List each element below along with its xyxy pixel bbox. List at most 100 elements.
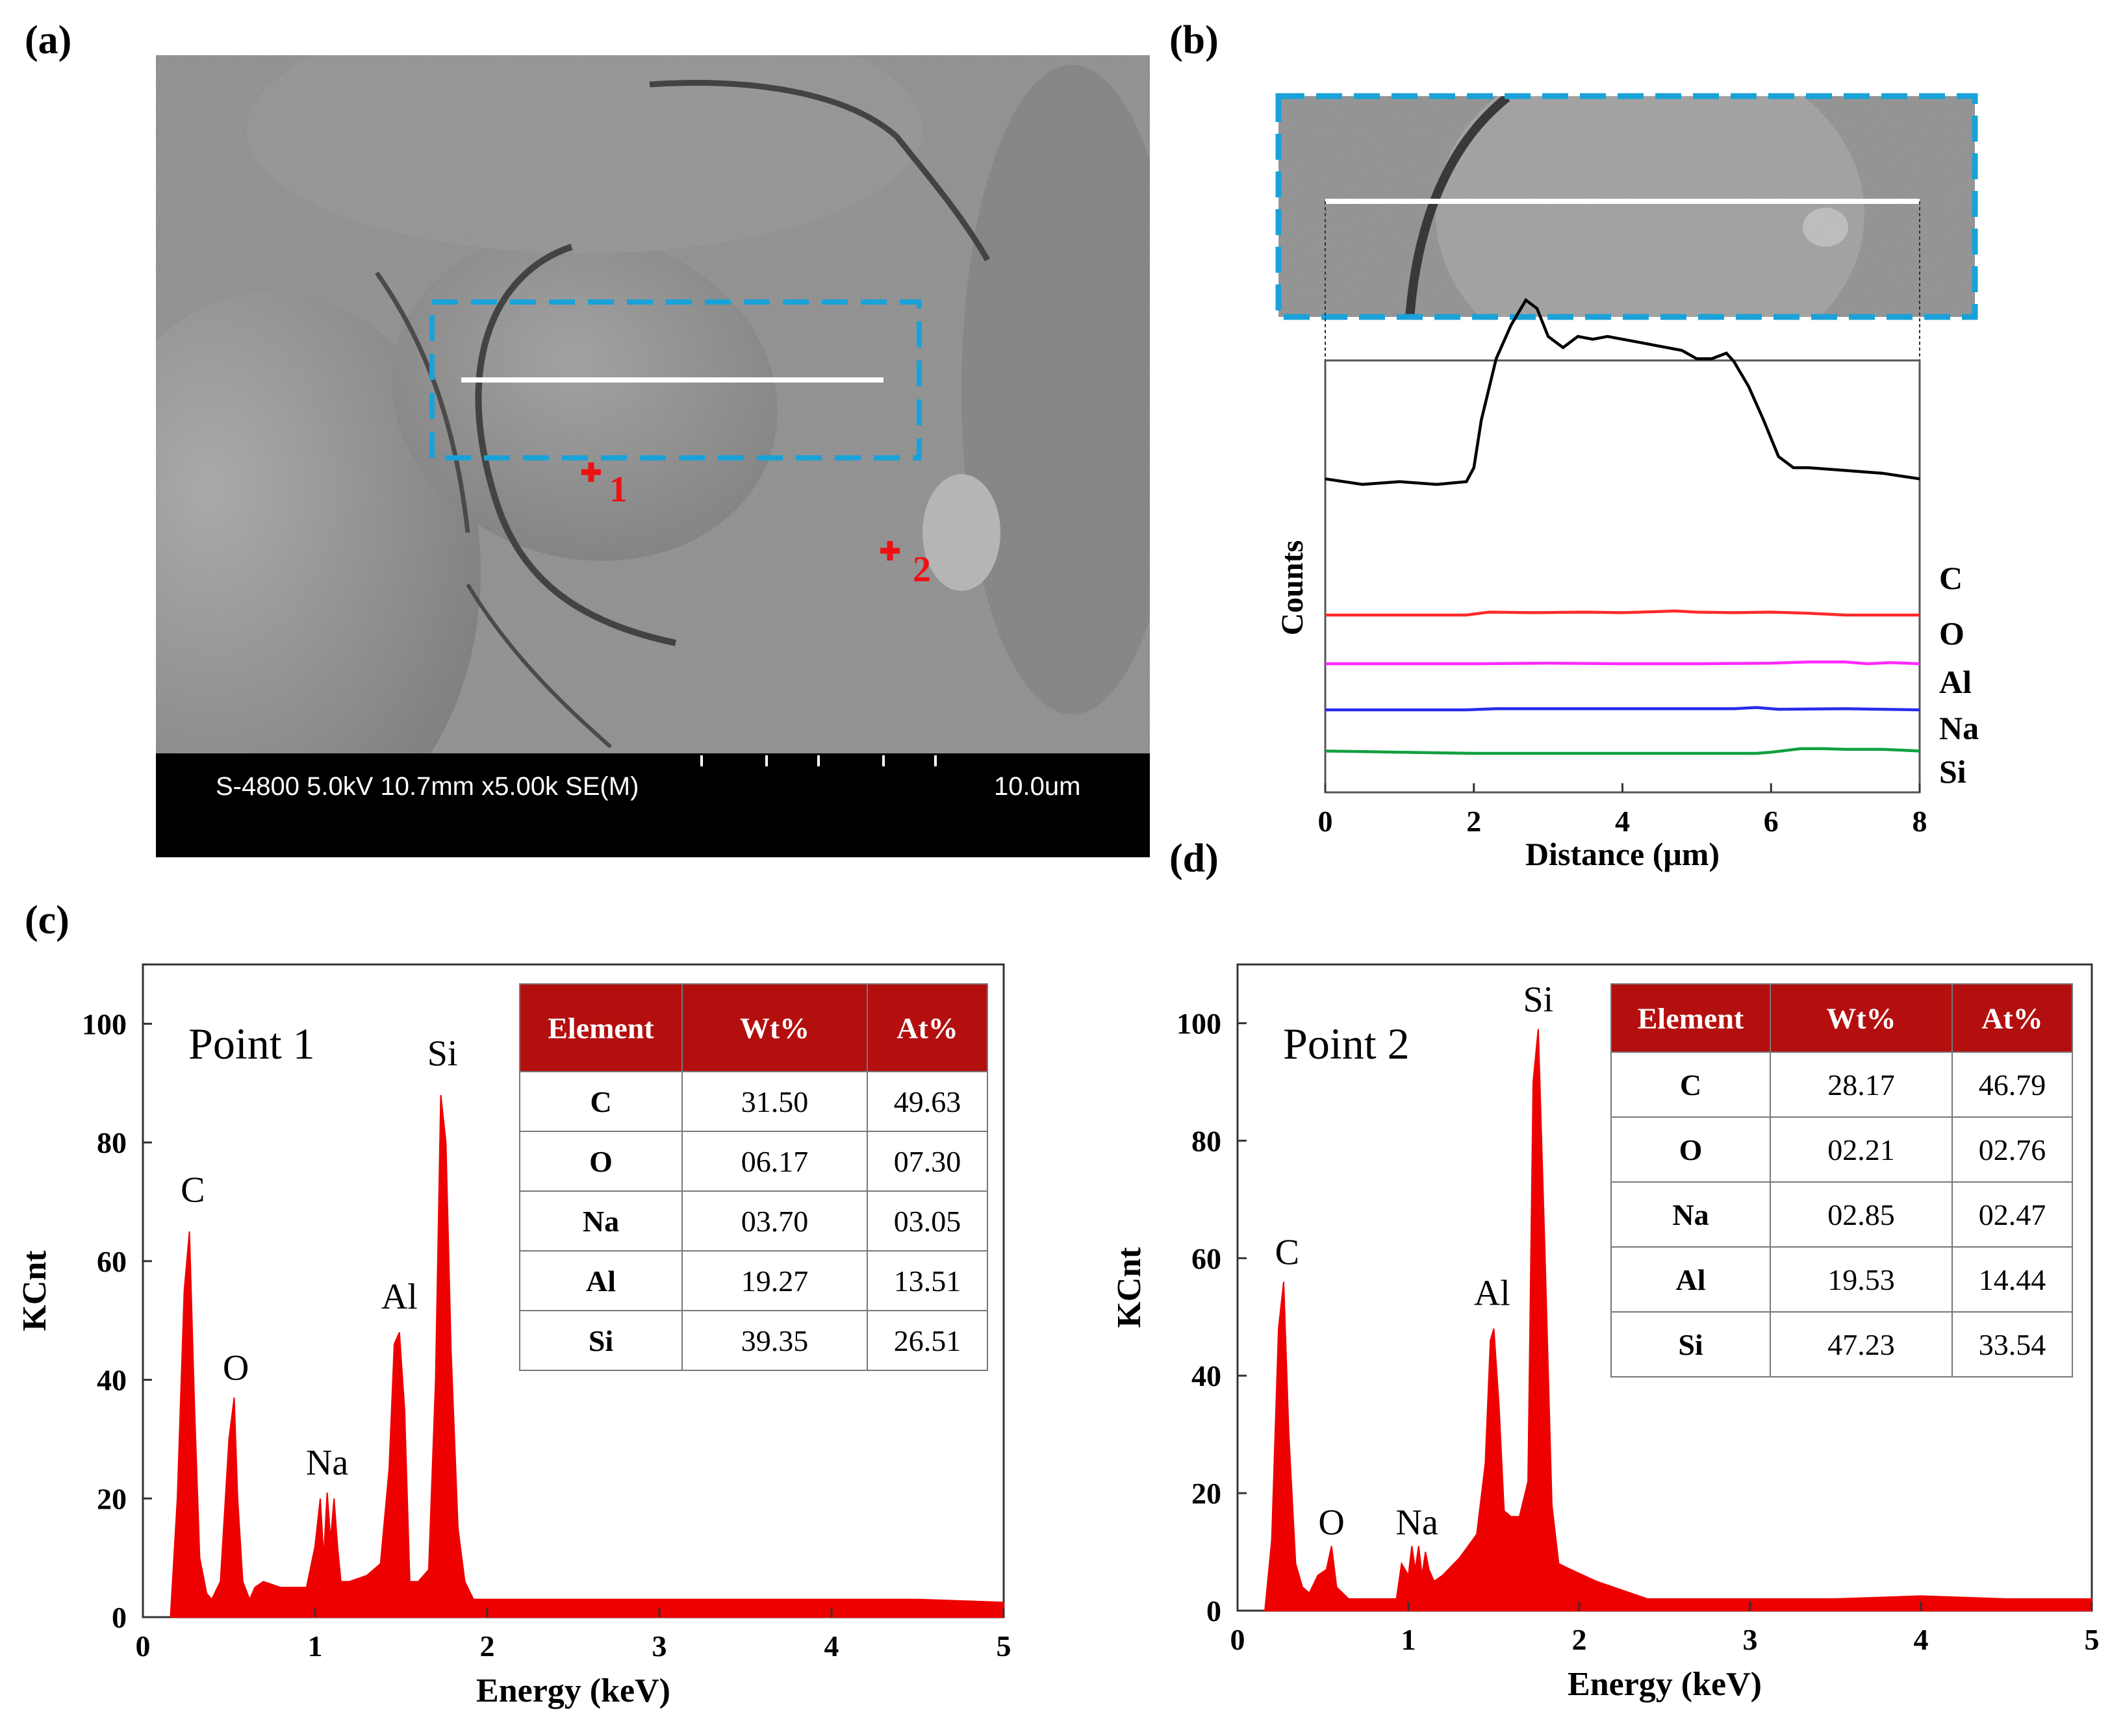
y-axis-label: KCnt: [1111, 1247, 1148, 1328]
sem-scale-label: 10.0um: [994, 772, 1080, 801]
spectrum-area: [1264, 1029, 2092, 1611]
series-label-Si: Si: [1939, 753, 1966, 790]
x-tick-label: 4: [1914, 1623, 1929, 1656]
series-line-Si: [1325, 747, 1920, 755]
table-cell: Si: [589, 1324, 614, 1357]
x-tick-label: 5: [2085, 1623, 2100, 1656]
table-cell: 33.54: [1979, 1328, 2046, 1361]
series-line-Al: [1325, 660, 1920, 666]
peak-label-C: C: [1275, 1232, 1299, 1272]
x-tick-label: 1: [308, 1629, 323, 1663]
spectrum-area: [170, 1094, 1004, 1618]
table-cell: 47.23: [1827, 1328, 1895, 1361]
x-tick-label: 6: [1764, 805, 1779, 838]
table-header-cell: Wt%: [740, 1012, 809, 1045]
peak-label-Si: Si: [427, 1033, 458, 1074]
panel-d-label: (d): [1169, 837, 1219, 881]
table-cell: 31.50: [741, 1085, 809, 1118]
peak-label-C: C: [181, 1170, 205, 1210]
peak-label-O: O: [1318, 1502, 1344, 1542]
table-cell: O: [589, 1145, 613, 1178]
table-cell: 39.35: [741, 1324, 809, 1357]
peak-label-Na: Na: [1396, 1502, 1438, 1542]
table-cell: 03.05: [894, 1205, 961, 1238]
roi-box-b: [1275, 93, 1978, 320]
y-tick-label: 0: [112, 1601, 127, 1634]
table-header-cell: Wt%: [1826, 1002, 1896, 1035]
table-cell: 19.53: [1827, 1263, 1895, 1296]
y-tick-label: 80: [97, 1126, 127, 1159]
table-header-cell: At%: [896, 1012, 958, 1045]
table-border: [519, 983, 988, 1371]
y-tick-label: 80: [1191, 1124, 1221, 1157]
table-cell: Na: [583, 1205, 619, 1238]
y-tick-label: 0: [1206, 1594, 1221, 1628]
table-header-bg: [1611, 984, 2072, 1052]
peak-label-Al: Al: [1474, 1274, 1510, 1314]
table-cell: Na: [1672, 1198, 1709, 1231]
table-cell: Si: [1678, 1328, 1703, 1361]
x-tick-label: 0: [136, 1629, 151, 1663]
roi-box-a: [429, 299, 922, 460]
series-line-Na: [1325, 706, 1920, 712]
x-tick-label: 2: [1572, 1623, 1587, 1656]
peak-label-Na: Na: [306, 1443, 348, 1483]
panel-b-label: (b): [1169, 18, 1219, 62]
point-2-marker: 2: [880, 541, 931, 590]
table-header-cell: At%: [1981, 1002, 2043, 1035]
table-cell: Al: [586, 1264, 616, 1298]
eds-spectrum-point-2: 0 1 2 3 4 5 0 20 40 60 80 100 Energy (keV) KCnt Point …: [1111, 963, 2100, 1703]
table-cell: Al: [1676, 1263, 1706, 1296]
sem-info-bar: [156, 753, 1150, 857]
point-2-label: 2: [913, 549, 931, 590]
panel-c-label: (c): [25, 898, 70, 942]
table-cell: C: [590, 1085, 611, 1118]
x-tick-label: 2: [480, 1629, 495, 1663]
x-axis-label: Distance (μm): [1525, 836, 1720, 872]
y-tick-label: 40: [97, 1364, 127, 1397]
eds-spectrum-point-1: 0 1 2 3 4 5 0 20 40 60 80 100 Energy (keV) KCnt Point …: [16, 963, 1011, 1709]
series-line-C: [1325, 297, 1920, 486]
x-tick-label: 4: [1615, 805, 1630, 838]
table-border: [1610, 983, 2073, 1377]
table-header-cell: Element: [548, 1012, 654, 1045]
x-tick-label: 5: [997, 1629, 1011, 1663]
table-cell: 02.21: [1827, 1133, 1895, 1166]
series-line-O: [1325, 609, 1920, 617]
sem-image-a: [156, 55, 1150, 753]
sem-crop-b: [1278, 96, 1975, 317]
table-cell: 06.17: [741, 1145, 809, 1178]
table-header-cell: Element: [1638, 1002, 1744, 1035]
table-cell: 28.17: [1827, 1068, 1895, 1101]
series-label-Na: Na: [1939, 710, 1979, 746]
spectrum-title: Point 1: [188, 1019, 315, 1068]
sem-scale-ticks: [700, 755, 937, 766]
line-scan-chart: CO Al Na Si 0 2 4 6 8 Distance (μm) Counts: [1275, 297, 1979, 872]
y-tick-label: 20: [1191, 1477, 1221, 1510]
x-tick-label: 0: [1318, 805, 1333, 838]
sem-info-text: S-4800 5.0kV 10.7mm x5.00k SE(M): [216, 772, 639, 801]
x-tick-label: 0: [1230, 1623, 1245, 1656]
composition-table: Element Wt% At% C 31.50 49.63 O 06.17 07.30 Na 03.…: [519, 983, 988, 1371]
table-cell: 02.47: [1979, 1198, 2046, 1231]
peak-label-Al: Al: [381, 1277, 418, 1317]
table-cell: 13.51: [894, 1264, 961, 1298]
point-1-marker: 1: [581, 462, 628, 510]
y-tick-label: 100: [82, 1007, 127, 1040]
spectrum-title: Point 2: [1283, 1019, 1410, 1068]
y-tick-label: 100: [1176, 1007, 1221, 1040]
x-tick-label: 3: [652, 1629, 667, 1663]
series-label-Al: Al: [1939, 664, 1972, 700]
y-tick-label: 60: [1191, 1242, 1221, 1275]
panel-a-label: (a): [25, 18, 71, 62]
y-tick-label: 20: [97, 1482, 127, 1515]
x-tick-label: 3: [1743, 1623, 1758, 1656]
table-cell: 03.70: [741, 1205, 809, 1238]
y-axis-label: KCnt: [16, 1250, 53, 1331]
x-tick-label: 8: [1913, 805, 1927, 838]
y-tick-label: 40: [1191, 1359, 1221, 1392]
table-header-bg: [520, 984, 987, 1072]
table-cell: 07.30: [894, 1145, 961, 1178]
series-label-C: C: [1939, 560, 1963, 596]
